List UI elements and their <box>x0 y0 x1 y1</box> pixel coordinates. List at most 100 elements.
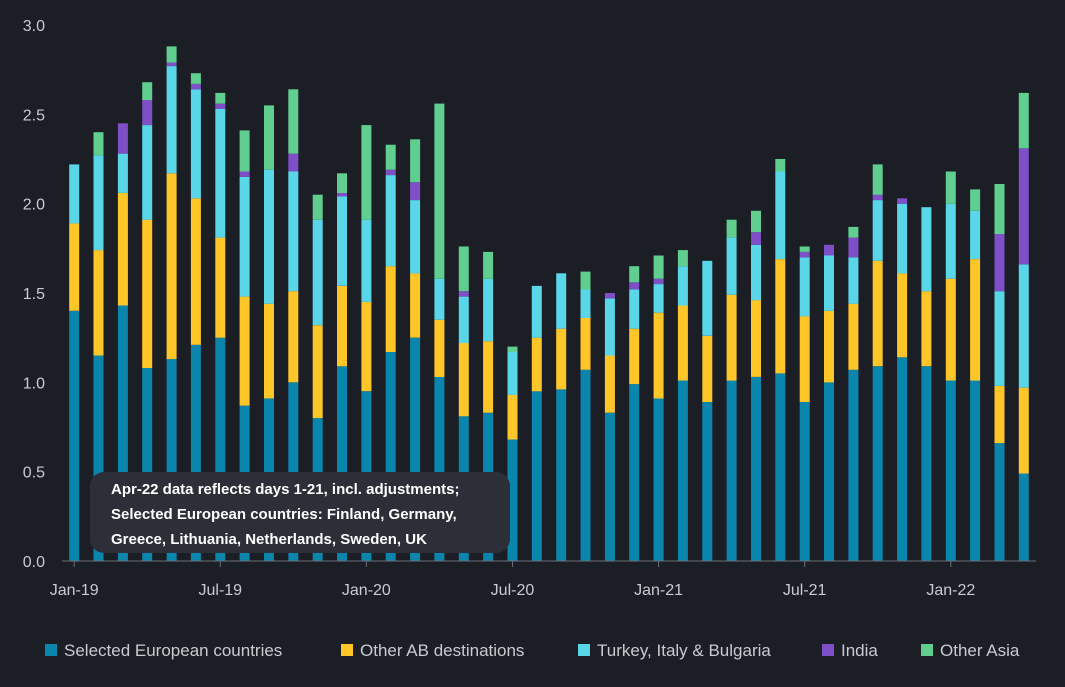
bar-segment <box>142 125 153 220</box>
bar-segment <box>385 144 396 170</box>
bar-segment <box>580 318 591 370</box>
bar-segment <box>653 255 664 279</box>
bar-segment <box>604 293 615 299</box>
annotation-note: Apr-22 data reflects days 1-21, incl. ad… <box>90 472 510 553</box>
bar-segment <box>653 312 664 399</box>
bar-segment <box>507 439 518 561</box>
bar-segment <box>434 377 445 561</box>
y-tick-label: 2.5 <box>23 107 45 124</box>
bar-segment <box>897 198 908 204</box>
bar-segment <box>190 344 201 561</box>
bar-segment <box>726 294 737 381</box>
bar-segment <box>239 130 250 172</box>
bar-segment <box>410 139 421 183</box>
y-tick-label: 2.0 <box>23 197 45 214</box>
bar-segment <box>337 196 347 286</box>
bar-segment <box>142 219 153 368</box>
bar-segment <box>264 169 274 304</box>
bar-segment <box>117 153 128 193</box>
bar-segment <box>824 255 834 311</box>
bar-segment <box>629 289 640 329</box>
bar-segment <box>1018 92 1029 149</box>
bar-segment <box>166 62 177 67</box>
y-tick-label: 0.5 <box>23 465 45 482</box>
bar-segment <box>872 164 883 195</box>
bar-segment <box>483 341 494 413</box>
bar-segment <box>166 359 177 561</box>
bar-segment <box>507 346 518 352</box>
bar-segment <box>629 282 640 290</box>
legend: Selected European countries Other AB dest… <box>45 641 1020 660</box>
bar-segment <box>677 266 688 306</box>
bar-segment <box>702 402 713 561</box>
bar-segment <box>604 412 615 561</box>
bar-segment <box>434 278 445 320</box>
bar-segment <box>1018 387 1029 474</box>
bar-segment <box>288 382 299 561</box>
bar-segment <box>458 296 469 344</box>
legend-swatch <box>822 644 834 656</box>
annotation-line: Greece, Lithuania, Netherlands, Sweden, … <box>111 531 427 548</box>
bar-segment <box>702 335 713 402</box>
bar-segment <box>751 377 761 561</box>
bar-segment <box>531 285 542 338</box>
y-tick-label: 1.0 <box>23 375 45 392</box>
bar-segment <box>69 164 80 224</box>
bar-segment <box>410 200 421 274</box>
bar-segment <box>434 319 445 377</box>
bar-segment <box>604 355 615 413</box>
bar-segment <box>799 257 810 317</box>
bar-segment <box>751 300 761 377</box>
x-tick-label: Jan-19 <box>50 582 99 599</box>
legend-swatch <box>921 644 933 656</box>
x-axis: Jan-19 Jul-19 Jan-20 Jul-20 Jan-21 Jul-21 Jan-… <box>50 560 1036 599</box>
bar-segment <box>799 246 810 252</box>
bar-segment <box>799 402 810 561</box>
x-tick-label: Jul-21 <box>783 582 827 599</box>
bar-segment <box>142 82 153 101</box>
bar-segment <box>190 73 201 84</box>
bar-segment <box>629 384 640 561</box>
y-axis: 0.0 0.5 1.0 1.5 2.0 2.5 3.0 <box>23 18 45 571</box>
bar-segment <box>385 175 396 267</box>
bar-segment <box>994 385 1005 444</box>
bar-segment <box>629 266 640 283</box>
bar-segment <box>872 200 883 261</box>
legend-swatch <box>578 644 590 656</box>
bar-segment <box>921 207 932 292</box>
bar-segment <box>702 260 713 336</box>
bar-segment <box>69 223 80 311</box>
bar-segment <box>580 369 591 561</box>
bar-segment <box>580 271 591 290</box>
bar-segment <box>410 337 421 561</box>
bar-segment <box>556 389 567 561</box>
bar-segment <box>945 380 956 561</box>
bar-segment <box>531 391 542 561</box>
bar-segment <box>775 159 786 172</box>
legend-label: India <box>841 641 878 660</box>
bar-segment <box>629 328 640 385</box>
bar-segment <box>751 244 761 301</box>
bar-segment <box>872 194 883 201</box>
bar-segment <box>580 289 591 318</box>
x-tick-label: Jan-20 <box>342 582 391 599</box>
bar-segment <box>483 251 494 279</box>
bar-segment <box>190 198 201 345</box>
bar-segment <box>215 92 226 104</box>
bar-segment <box>824 244 834 256</box>
y-tick-label: 3.0 <box>23 18 45 35</box>
bar-segment <box>751 232 761 245</box>
bar-segment <box>872 260 883 367</box>
bar-segment <box>848 369 859 561</box>
bar-segment <box>458 343 469 417</box>
bar-segment <box>215 337 226 561</box>
bar-segment <box>994 443 1005 561</box>
bar-segment <box>897 273 908 358</box>
x-tick-label: Jul-19 <box>198 582 242 599</box>
bar-segment <box>921 291 932 367</box>
bar-segment <box>653 398 664 561</box>
bar-segment <box>337 173 347 193</box>
bar-segment <box>751 210 761 233</box>
bar-segment <box>69 310 80 561</box>
